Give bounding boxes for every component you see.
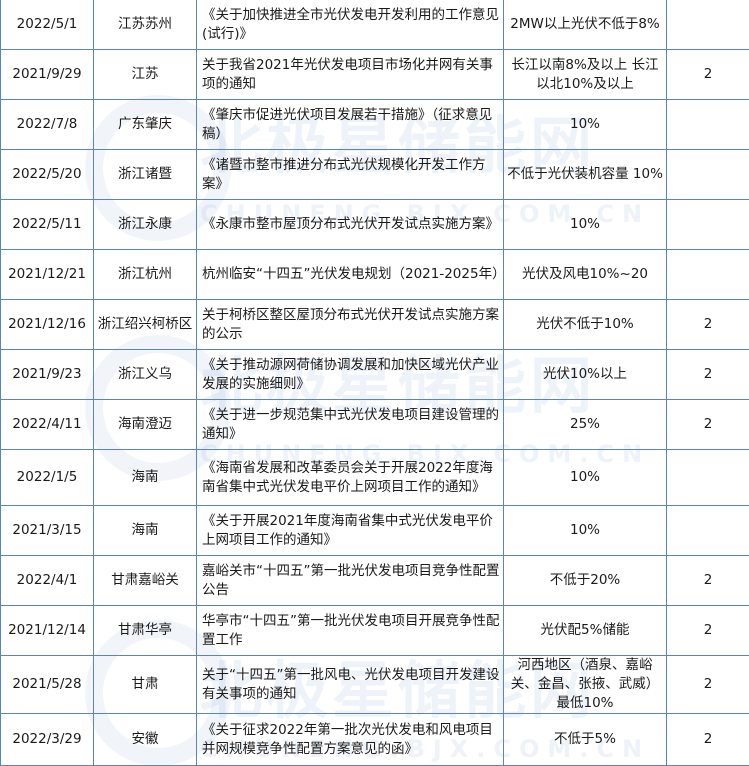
date-cell: 2022/4/11 [1, 400, 94, 450]
date-cell: 2021/9/23 [1, 350, 94, 400]
date-cell: 2022/4/1 [1, 556, 94, 606]
date-cell: 2021/12/14 [1, 606, 94, 656]
document-cell: 《关于进一步规范集中式光伏发电项目建设管理的通知》 [197, 400, 504, 450]
date-cell: 2021/3/15 [1, 506, 94, 556]
document-cell: 《关于开展2021年度海南省集中式光伏发电平价上网项目工作的通知》 [197, 506, 504, 556]
hours-cell [667, 150, 749, 200]
hours-cell [667, 0, 749, 50]
region-cell: 浙江绍兴柯桥区 [94, 300, 197, 350]
ratio-cell: 不低于20% [504, 556, 667, 606]
document-cell: 关于“十四五”第一批风电、光伏发电项目开发建设有关事项的通知 [197, 656, 504, 714]
ratio-cell: 10% [504, 450, 667, 506]
ratio-cell: 2MW以上光伏不低于8% [504, 0, 667, 50]
hours-cell: 2 [667, 714, 749, 766]
document-cell: 《关于征求2022年第一批次光伏发电和风电项目并网规模竞争性配置方案意见的函》 [197, 714, 504, 766]
document-cell: 《永康市整市屋顶分布式光伏开发试点实施方案》 [197, 200, 504, 250]
date-cell: 2022/3/29 [1, 714, 94, 766]
hours-cell: 2 [667, 300, 749, 350]
document-cell: 关于我省2021年光伏发电项目市场化并网有关事项的通知 [197, 50, 504, 100]
ratio-cell: 长江以南8%及以上 长江以北10%及以上 [504, 50, 667, 100]
document-cell: 《关于加快推进全市光伏发电开发利用的工作意见(试行)》 [197, 0, 504, 50]
hours-cell [667, 506, 749, 556]
date-cell: 2022/5/11 [1, 200, 94, 250]
hours-cell [667, 200, 749, 250]
ratio-cell: 光伏10%以上 [504, 350, 667, 400]
region-cell: 浙江义乌 [94, 350, 197, 400]
region-cell: 甘肃嘉峪关 [94, 556, 197, 606]
region-cell: 安徽 [94, 714, 197, 766]
date-cell: 2021/9/29 [1, 50, 94, 100]
ratio-cell: 河西地区（酒泉、嘉峪关、金昌、张掖、武威）最低10% [504, 656, 667, 714]
ratio-cell: 光伏及风电10%~20 [504, 250, 667, 300]
document-cell: 嘉峪关市“十四五”第一批光伏发电项目竞争性配置公告 [197, 556, 504, 606]
ratio-cell: 25% [504, 400, 667, 450]
document-cell: 《海南省发展和改革委员会关于开展2022年度海南省集中式光伏发电平价上网项目工作… [197, 450, 504, 506]
region-cell: 浙江永康 [94, 200, 197, 250]
hours-cell: 2 [667, 556, 749, 606]
document-cell: 关于柯桥区整区屋顶分布式光伏开发试点实施方案的公示 [197, 300, 504, 350]
hours-cell: 2 [667, 50, 749, 100]
region-cell: 江苏苏州 [94, 0, 197, 50]
region-cell: 甘肃 [94, 656, 197, 714]
date-cell: 2022/1/5 [1, 450, 94, 506]
document-cell: 华亭市“十四五”第一批光伏发电项目开展竞争性配置工作 [197, 606, 504, 656]
hours-cell: 2 [667, 350, 749, 400]
region-cell: 广东肇庆 [94, 100, 197, 150]
region-cell: 浙江诸暨 [94, 150, 197, 200]
document-cell: 杭州临安“十四五”光伏发电规划（2021-2025年） [197, 250, 504, 300]
region-cell: 江苏 [94, 50, 197, 100]
ratio-cell: 不低于光伏装机容量 10% [504, 150, 667, 200]
hours-cell: 2 [667, 400, 749, 450]
region-cell: 海南 [94, 450, 197, 506]
document-cell: 《诸暨市整市推进分布式光伏规模化开发工作方案》 [197, 150, 504, 200]
region-cell: 海南 [94, 506, 197, 556]
region-cell: 海南澄迈 [94, 400, 197, 450]
hours-cell: 2 [667, 606, 749, 656]
date-cell: 2021/12/16 [1, 300, 94, 350]
date-cell: 2021/5/28 [1, 656, 94, 714]
date-cell: 2022/7/8 [1, 100, 94, 150]
date-cell: 2022/5/20 [1, 150, 94, 200]
date-cell: 2021/12/21 [1, 250, 94, 300]
ratio-cell: 光伏不低于10% [504, 300, 667, 350]
hours-cell: 2 [667, 656, 749, 714]
ratio-cell: 10% [504, 506, 667, 556]
document-cell: 《关于推动源网荷储协调发展和加快区域光伏产业发展的实施细则》 [197, 350, 504, 400]
ratio-cell: 10% [504, 200, 667, 250]
date-cell: 2022/5/1 [1, 0, 94, 50]
ratio-cell: 不低于5% [504, 714, 667, 766]
region-cell: 浙江杭州 [94, 250, 197, 300]
region-cell: 甘肃华亭 [94, 606, 197, 656]
ratio-cell: 光伏配5%储能 [504, 606, 667, 656]
hours-cell [667, 450, 749, 506]
ratio-cell: 10% [504, 100, 667, 150]
document-cell: 《肇庆市促进光伏项目发展若干措施》（征求意见稿） [197, 100, 504, 150]
hours-cell [667, 100, 749, 150]
hours-cell [667, 250, 749, 300]
